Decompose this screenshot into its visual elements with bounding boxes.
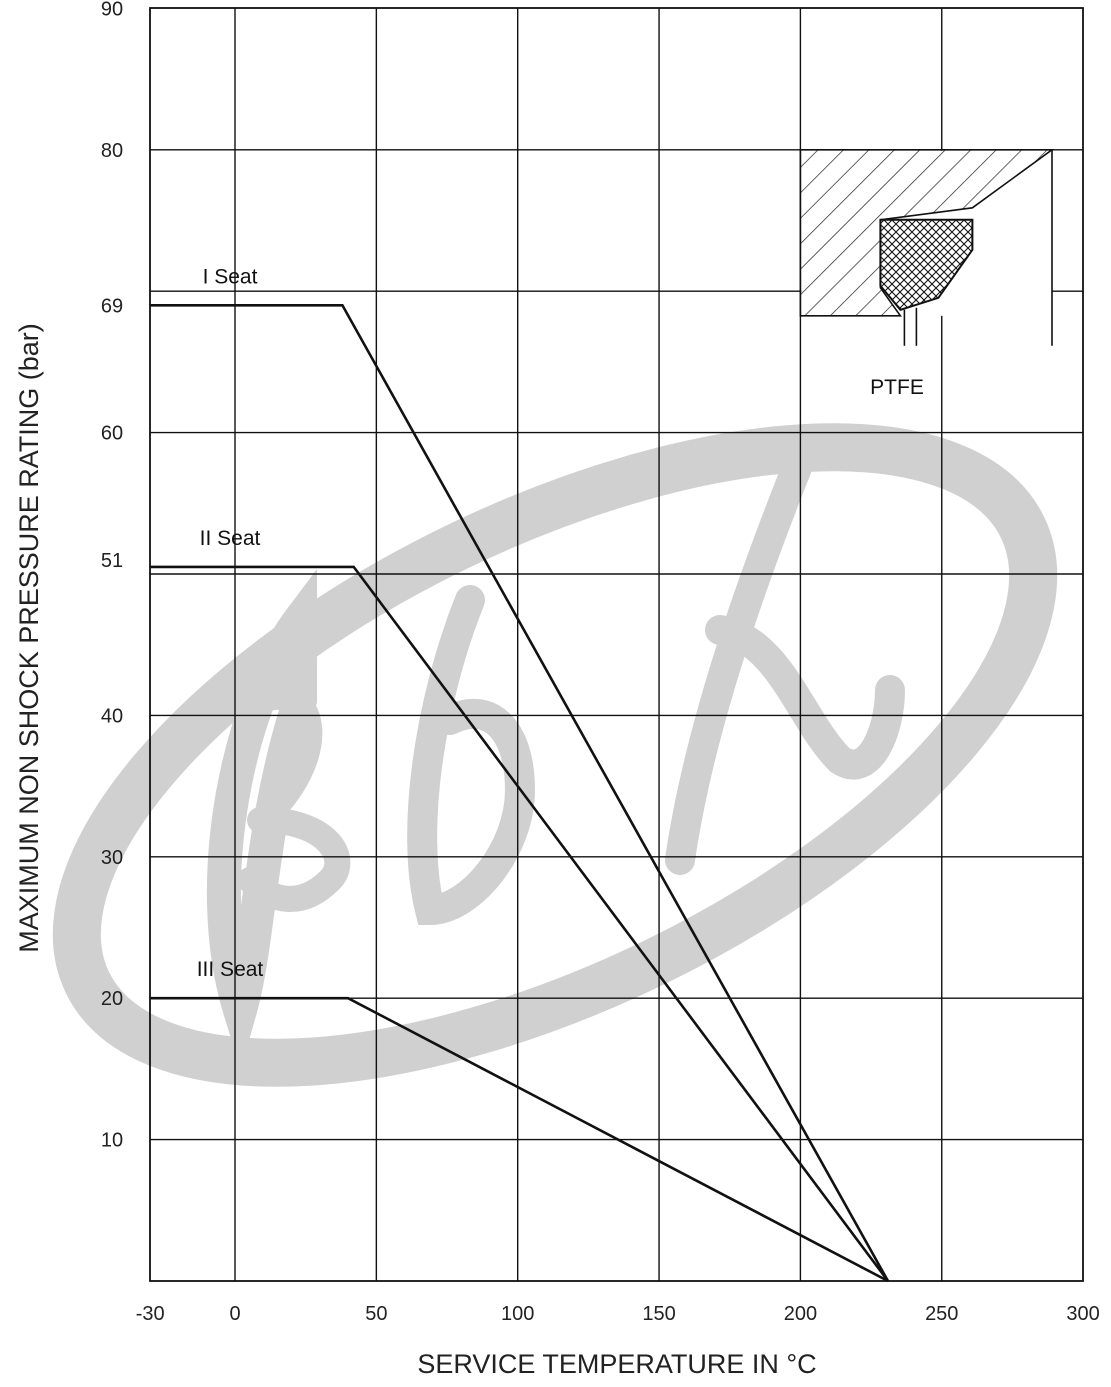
bdk-watermark-logo bbox=[52, 423, 1058, 1087]
y-tick-label: 69 bbox=[101, 295, 123, 317]
y-tick-label: 60 bbox=[101, 423, 123, 445]
series-line-1 bbox=[150, 303, 890, 1282]
series-labels: I Seat II Seat III Seat bbox=[197, 265, 264, 981]
x-tick-label: 250 bbox=[925, 1303, 958, 1325]
y-tick-label: 90 bbox=[101, 0, 123, 20]
x-tick-label: 150 bbox=[642, 1303, 675, 1325]
watermark-letter-d bbox=[407, 585, 536, 926]
plot-frame bbox=[149, 7, 1084, 1282]
tick-labels: -30 0 50 100 150 200 250 300 10 20 30 40 51 60 69 80 90 bbox=[101, 0, 1100, 1325]
series-line-2 bbox=[150, 565, 890, 1282]
x-tick-label: 300 bbox=[1066, 1303, 1099, 1325]
watermark-letter-k bbox=[665, 445, 905, 875]
x-tick-label: -30 bbox=[136, 1303, 165, 1325]
x-tick-label: 200 bbox=[784, 1303, 817, 1325]
x-tick-label: 0 bbox=[229, 1303, 240, 1325]
series bbox=[150, 303, 890, 1283]
series-label-1: I Seat bbox=[203, 265, 258, 288]
y-tick-label: 80 bbox=[101, 140, 123, 162]
ptfe-seat-crosshatch bbox=[879, 218, 974, 311]
x-tick-label: 50 bbox=[365, 1303, 387, 1325]
x-axis-title: SERVICE TEMPERATURE IN °C bbox=[417, 1349, 816, 1379]
y-tick-label: 51 bbox=[101, 550, 123, 572]
y-tick-label: 40 bbox=[101, 705, 123, 727]
watermark-ellipse bbox=[52, 423, 1058, 1087]
y-axis-title: MAXIMUM NON SHOCK PRESSURE RATING (bar) bbox=[14, 323, 44, 953]
y-tick-label: 30 bbox=[101, 847, 123, 869]
series-label-2: II Seat bbox=[200, 527, 261, 550]
y-tick-label: 10 bbox=[101, 1130, 123, 1152]
ptfe-seat-diagram bbox=[799, 149, 1055, 346]
watermark-letter-b-bowl bbox=[237, 683, 351, 912]
series-label-3: III Seat bbox=[197, 958, 264, 981]
ptfe-label: PTFE bbox=[870, 376, 924, 399]
series-line-3 bbox=[150, 996, 889, 1283]
plot-border bbox=[149, 7, 1084, 1282]
y-tick-label: 20 bbox=[101, 988, 123, 1010]
x-tick-label: 100 bbox=[501, 1303, 534, 1325]
